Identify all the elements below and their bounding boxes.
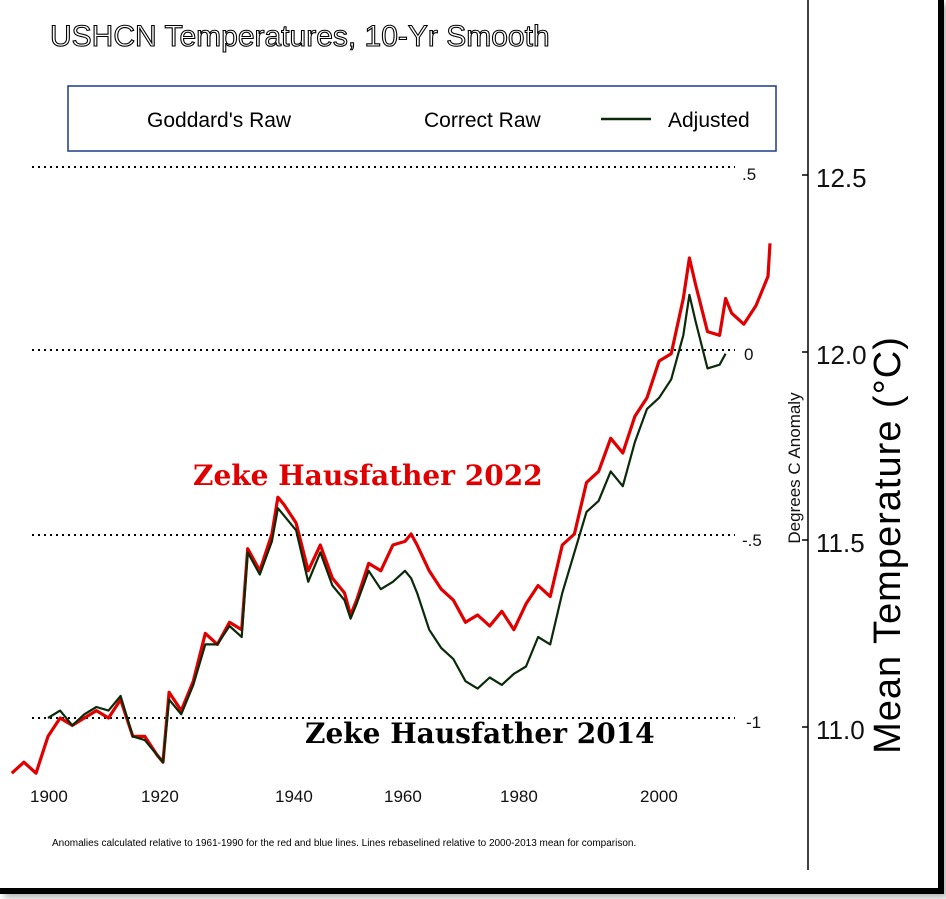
right-tick-12-0: 12.0 [816,340,867,370]
xtick-2000: 2000 [640,787,678,806]
series-line-2022 [10,243,772,775]
xtick-1940: 1940 [275,787,313,806]
series-layer [10,243,772,775]
annotation-2022: Zeke Hausfather 2022 [193,459,543,492]
xtick-1900: 1900 [30,787,68,806]
ytick-0-5: .5 [742,165,756,184]
right-tick-12-5: 12.5 [816,163,867,193]
legend-goddards-raw: Goddard's Raw [147,109,292,132]
xtick-1960: 1960 [384,787,422,806]
ytick-neg-0-5: -.5 [742,531,762,550]
legend-correct-raw: Correct Raw [424,109,542,132]
left-axis-label: Degrees C Anomaly [785,392,804,544]
right-tick-11-5: 11.5 [816,528,865,558]
footnote: Anomalies calculated relative to 1961-19… [52,838,636,849]
series-line-2014 [47,293,727,764]
ytick-0: 0 [744,345,753,364]
xtick-1980: 1980 [500,787,538,806]
legend-adjusted: Adjusted [668,109,750,132]
xtick-1920: 1920 [141,787,179,806]
gridlines [32,166,735,719]
legend-box [67,85,777,152]
right-tick-11-0: 11.0 [816,715,865,745]
x-axis-ticks: 1900 1920 1940 1960 1980 2000 [30,787,678,806]
chart-title: USHCN Temperatures, 10-Yr Smooth [50,20,550,53]
ytick-neg-1: -1 [746,713,761,732]
annotation-2014: Zeke Hausfather 2014 [305,717,655,750]
right-axis-label: Mean Temperature (°C) [867,336,909,754]
